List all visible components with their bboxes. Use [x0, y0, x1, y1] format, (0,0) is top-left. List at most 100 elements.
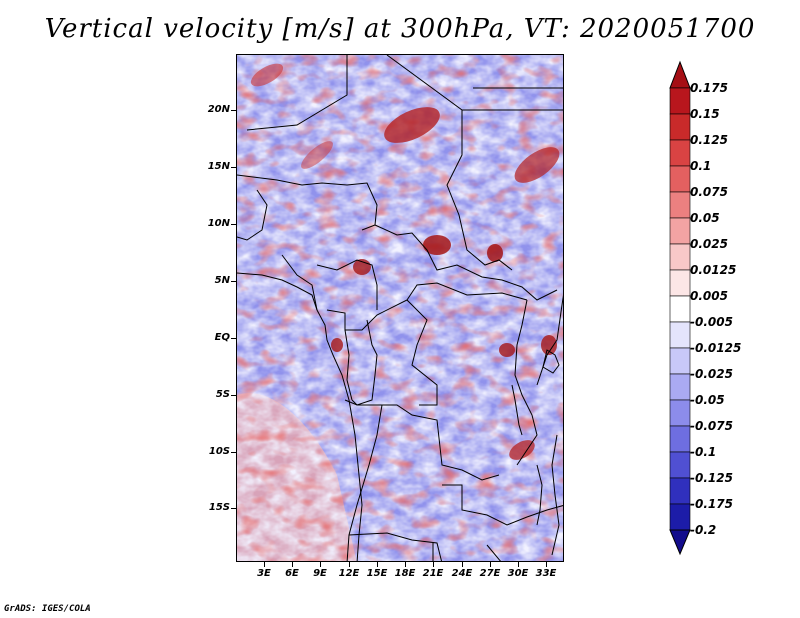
colorbar-label: -0.175: [690, 497, 733, 511]
lon-label-21e: 21E: [422, 568, 444, 579]
lake-malawi: [536, 464, 543, 526]
updraft-cell: [509, 440, 535, 460]
map-panel: [236, 54, 564, 562]
colorbar-label: -0.0125: [690, 341, 742, 355]
coastline: [237, 272, 363, 561]
border-line: [344, 329, 353, 401]
updraft-cell: [487, 244, 503, 262]
colorbar-segment: [669, 503, 691, 531]
border-line: [246, 55, 348, 131]
colorbar-segment: [669, 425, 691, 453]
lat-tick: [231, 508, 236, 509]
lat-tick: [231, 395, 236, 396]
lon-tick: [377, 562, 378, 567]
colorbar-label: -0.025: [690, 367, 733, 381]
border-line: [486, 544, 501, 561]
colorbar-label: 0.075: [690, 185, 728, 199]
colorbar-segment: [669, 217, 691, 245]
colorbar-label: -0.2: [690, 523, 717, 537]
updraft-cell: [250, 63, 284, 87]
border-line: [346, 404, 383, 561]
lon-label-9e: 9E: [313, 568, 327, 579]
vertical-velocity-field: [237, 55, 563, 561]
colorbar-segment: [669, 321, 691, 349]
colorbar-segment: [669, 269, 691, 297]
border-line: [551, 434, 560, 556]
updraft-cell: [301, 141, 333, 169]
lat-label-15n: 15N: [207, 161, 230, 172]
lon-tick: [546, 562, 547, 567]
lon-tick: [462, 562, 463, 567]
colorbar-label: -0.1: [690, 445, 717, 459]
lon-tick: [518, 562, 519, 567]
border-line: [374, 224, 558, 301]
border-line: [386, 55, 513, 271]
footer-credit: GrADS: IGES/COLA: [4, 604, 91, 614]
colorbar-segment: [669, 529, 691, 556]
border-line: [514, 299, 538, 466]
lon-label-30e: 30E: [507, 568, 529, 579]
border-line: [281, 254, 318, 311]
colorbar-label: 0.15: [690, 107, 720, 121]
colorbar-segment: [669, 451, 691, 479]
lat-tick: [231, 452, 236, 453]
lon-label-18e: 18E: [394, 568, 416, 579]
lat-label-20n: 20N: [207, 104, 230, 115]
lake-tanganyika: [511, 384, 523, 436]
border-line: [351, 399, 500, 481]
updraft-cells: [250, 63, 560, 460]
colorbar-segment: [669, 373, 691, 401]
lat-tick: [231, 110, 236, 111]
lat-tick: [231, 167, 236, 168]
border-line: [237, 174, 378, 231]
colorbar-segment: [669, 165, 691, 193]
colorbar-segment: [669, 191, 691, 219]
lon-tick: [405, 562, 406, 567]
updraft-cell: [514, 147, 560, 183]
colorbar-segment: [669, 139, 691, 167]
colorbar-label: 0.05: [690, 211, 720, 225]
colorbar-segment: [669, 60, 691, 89]
lat-label-15s: 15S: [208, 502, 230, 513]
lat-tick: [231, 338, 236, 339]
country-borders: [237, 55, 563, 561]
colorbar-label: 0.0125: [690, 263, 737, 277]
updraft-cell: [499, 343, 515, 357]
lon-label-15e: 15E: [366, 568, 388, 579]
lon-label-24e: 24E: [451, 568, 473, 579]
colorbar-label: -0.005: [690, 315, 733, 329]
border-line: [442, 484, 563, 526]
colorbar-label: -0.075: [690, 419, 733, 433]
lon-label-6e: 6E: [285, 568, 299, 579]
colorbar: [669, 60, 691, 556]
colorbar-label: 0.1: [690, 159, 712, 173]
lon-label-3e: 3E: [257, 568, 271, 579]
border-line: [348, 532, 443, 561]
lon-label-33e: 33E: [535, 568, 557, 579]
lat-tick: [231, 281, 236, 282]
colorbar-segment: [669, 477, 691, 505]
colorbar-segment: [669, 113, 691, 141]
colorbar-segment: [669, 87, 691, 115]
lon-tick: [349, 562, 350, 567]
colorbar-segment: [669, 243, 691, 271]
lon-tick: [490, 562, 491, 567]
lat-label-eq: EQ: [214, 332, 230, 343]
lon-tick: [320, 562, 321, 567]
colorbar-label: -0.125: [690, 471, 733, 485]
colorbar-label: 0.125: [690, 133, 728, 147]
updraft-cell: [384, 107, 440, 143]
lat-label-5s: 5S: [215, 389, 230, 400]
colorbar-segment: [669, 347, 691, 375]
lat-label-10s: 10S: [208, 446, 230, 457]
colorbar-segment: [669, 295, 691, 323]
lake-victoria: [542, 349, 560, 374]
lon-label-12e: 12E: [338, 568, 360, 579]
lat-label-5n: 5N: [214, 275, 230, 286]
colorbar-label: 0.025: [690, 237, 728, 251]
lon-label-27e: 27E: [479, 568, 501, 579]
lat-tick: [231, 224, 236, 225]
updraft-cell: [331, 338, 343, 352]
lon-tick: [433, 562, 434, 567]
